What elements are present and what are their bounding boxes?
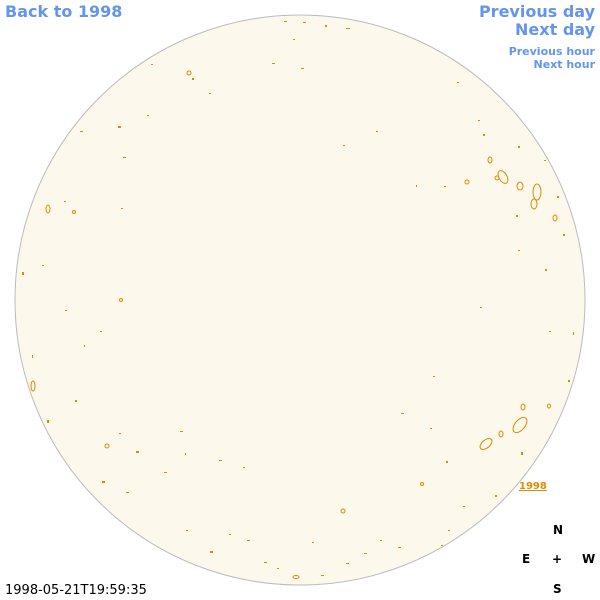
compass-east: E <box>522 552 531 566</box>
previous-day-link[interactable]: Previous day <box>478 2 595 21</box>
back-link[interactable]: Back to 1998 <box>5 2 123 21</box>
compass-north: N <box>553 523 564 537</box>
solar-disk <box>14 14 586 586</box>
previous-hour-link[interactable]: Previous hour <box>508 45 595 58</box>
magnetic-contours <box>30 70 558 579</box>
compass-south: S <box>553 582 562 596</box>
compass-center: + <box>552 552 563 566</box>
magnetic-specks <box>22 21 574 576</box>
next-day-link[interactable]: Next day <box>515 20 595 39</box>
next-hour-link[interactable]: Next hour <box>533 58 596 71</box>
timestamp: 1998-05-21T19:59:35 <box>5 583 147 598</box>
year-link[interactable]: 1998 <box>519 481 547 492</box>
compass-west: W <box>582 552 596 566</box>
